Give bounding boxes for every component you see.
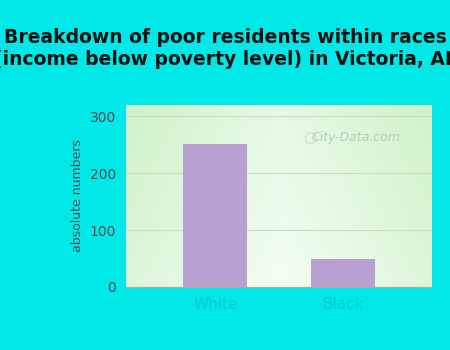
- Bar: [311, 259, 375, 287]
- Text: Breakdown of poor residents within races
(income below poverty level) in Victori: Breakdown of poor residents within races…: [0, 28, 450, 69]
- Text: ○: ○: [303, 130, 316, 145]
- Y-axis label: absolute numbers: absolute numbers: [72, 140, 84, 252]
- Text: City-Data.com: City-Data.com: [311, 131, 400, 144]
- Bar: [184, 144, 247, 287]
